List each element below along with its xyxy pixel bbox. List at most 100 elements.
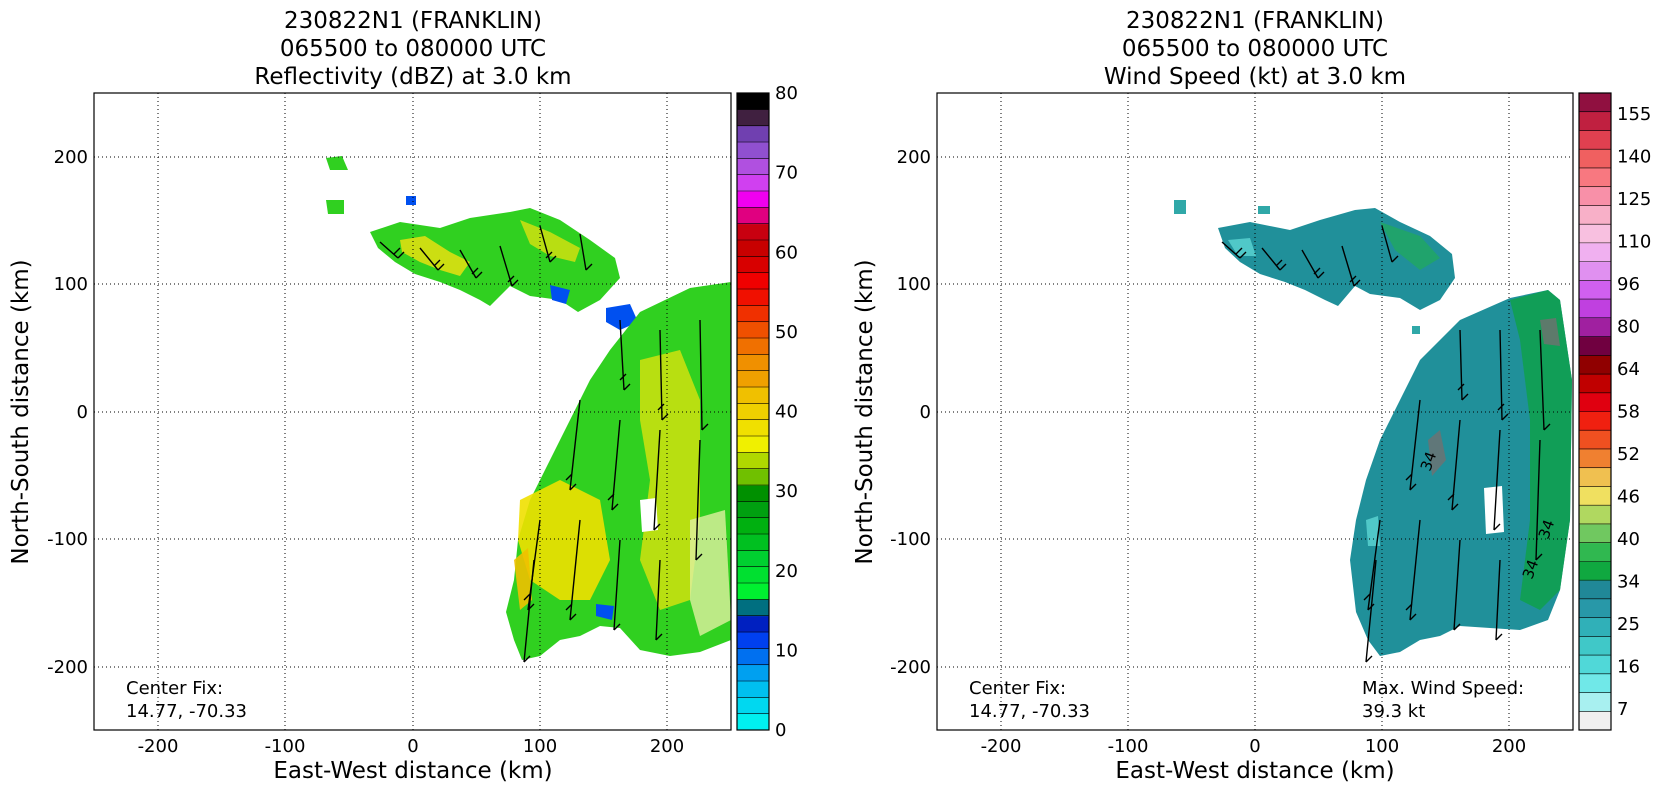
left-wind-barbs <box>379 225 709 663</box>
wind-colorbar-tick-label: 110 <box>1617 232 1651 253</box>
right-xtick-0: -200 <box>981 736 1022 757</box>
wind-colorbar-tick-label: 46 <box>1617 486 1640 507</box>
wind-colorbar-cell <box>1579 448 1611 469</box>
wind-colorbar-tick-label: 25 <box>1617 614 1640 635</box>
reflectivity-colorbar-cell <box>737 615 769 633</box>
reflectivity-colorbar-tick-label: 40 <box>775 402 798 423</box>
refl-light-core <box>690 510 731 636</box>
left-y-ticks: 200 100 0 -100 -200 <box>47 147 88 678</box>
wind-colorbar-tick-label: 58 <box>1617 402 1640 423</box>
wind-colorbar-tick-label: 64 <box>1617 359 1640 380</box>
wind-colorbar-cell <box>1579 711 1611 731</box>
reflectivity-colorbar-tick-label: 10 <box>775 640 798 661</box>
reflectivity-colorbar-cell <box>737 697 769 715</box>
reflectivity-colorbar-cell <box>737 223 769 241</box>
reflectivity-colorbar-cell <box>737 109 769 127</box>
reflectivity-colorbar-cell <box>737 354 769 372</box>
left-xtick-1: -100 <box>265 736 306 757</box>
wind-colorbar-cell <box>1579 111 1611 131</box>
reflectivity-colorbar-cell <box>737 240 769 257</box>
reflectivity-colorbar-cell <box>737 436 769 453</box>
refl-north-band <box>370 208 620 312</box>
wind-colorbar-tick-label: 7 <box>1617 699 1628 720</box>
reflectivity-colorbar-cell <box>737 125 769 143</box>
left-xtick-3: 100 <box>523 736 557 757</box>
wind-colorbar-cell <box>1579 336 1611 356</box>
wind-colorbar-cell <box>1579 580 1611 600</box>
wind-colorbar-cell <box>1579 542 1611 562</box>
refl-blue-3 <box>596 604 614 620</box>
wind-colorbar-tick-label: 125 <box>1617 189 1651 210</box>
left-ytick-4: 200 <box>54 147 88 168</box>
refl-west-edge <box>514 548 532 610</box>
reflectivity-colorbar-cell <box>737 207 769 225</box>
wind-colorbar-cell <box>1579 261 1611 281</box>
left-ytick-3: 100 <box>54 274 88 295</box>
wind-colorbar-cell <box>1579 430 1611 450</box>
wind-field: 34 34 34 <box>1174 200 1572 663</box>
reflectivity-colorbar-tick-label: 30 <box>775 481 798 502</box>
right-center-fix-value: 14.77, -70.33 <box>969 701 1090 722</box>
reflectivity-colorbar-cell <box>737 632 769 649</box>
refl-west-core <box>518 480 610 600</box>
right-axes-frame <box>936 92 1574 731</box>
wind-gray-contour-1 <box>1428 430 1446 476</box>
wind-colorbar-tick-label: 52 <box>1617 444 1640 465</box>
wind-colorbar-cell <box>1579 617 1611 637</box>
reflectivity-colorbar-cell <box>737 501 769 519</box>
reflectivity-colorbar-cell <box>737 305 769 323</box>
right-xtick-3: 100 <box>1365 736 1399 757</box>
reflectivity-colorbar-cell <box>737 338 769 355</box>
reflectivity-colorbar-cell <box>737 664 769 682</box>
left-xtick-4: 200 <box>650 736 684 757</box>
left-xlabel: East-West distance (km) <box>273 758 552 784</box>
reflectivity-colorbar-cell <box>737 713 769 731</box>
wind-colorbar-tick-label: 34 <box>1617 571 1640 592</box>
left-axes-frame <box>93 92 732 731</box>
right-xtick-4: 200 <box>1492 736 1526 757</box>
left-ytick-1: -100 <box>47 529 88 550</box>
max-wind-label: Max. Wind Speed: <box>1362 678 1524 699</box>
refl-north-core-2 <box>520 220 580 262</box>
wind-colorbar-cell <box>1579 242 1611 263</box>
wind-colorbar-cell <box>1579 224 1611 244</box>
wind-colorbar-frame <box>1578 92 1612 731</box>
wind-colorbar-cell <box>1579 186 1611 206</box>
left-center-fix-value: 14.77, -70.33 <box>126 701 247 722</box>
reflectivity-colorbar-tick-label: 70 <box>775 163 798 184</box>
reflectivity-colorbar-cell <box>737 191 769 208</box>
reflectivity-colorbar-cell <box>737 583 769 600</box>
right-x-ticks: -200 -100 0 100 200 <box>981 736 1527 757</box>
wind-colorbar-cell <box>1579 317 1611 338</box>
reflectivity-colorbar-cell <box>737 403 769 421</box>
right-title-line-3: Wind Speed (kt) at 3.0 km <box>1104 64 1406 90</box>
reflectivity-colorbar-cell <box>737 289 769 306</box>
left-x-ticks: -200 -100 0 100 200 <box>138 736 685 757</box>
left-ytick-2: 0 <box>77 402 88 423</box>
refl-clear-gap <box>640 498 658 532</box>
reflectivity-colorbar-cell <box>737 534 769 551</box>
wind-colorbar-cell <box>1579 523 1611 544</box>
reflectivity-colorbar-cell <box>737 387 769 404</box>
refl-cell-b <box>326 200 344 214</box>
reflectivity-colorbar-tick-label: 80 <box>775 83 798 104</box>
reflectivity-colorbar-cell <box>737 468 769 486</box>
contour-label-34-b: 34 <box>1535 517 1558 541</box>
wind-colorbar-tick-label: 80 <box>1617 317 1640 338</box>
right-ytick-0: -200 <box>890 657 931 678</box>
reflectivity-colorbar-tick-label: 0 <box>775 720 786 741</box>
wind-colorbar-cell <box>1579 392 1611 412</box>
wind-colorbar-ticks: 7 16 25 34 40 46 52 58 64 80 96 110 125 140 155 <box>1617 104 1651 720</box>
wind-colorbar-cell <box>1579 467 1611 487</box>
reflectivity-colorbar-cell <box>737 93 769 110</box>
reflectivity-colorbar-ticks: 0 10 20 30 40 50 60 70 80 <box>775 83 798 741</box>
wind-main-body <box>1350 290 1572 656</box>
wind-colorbar-cell <box>1579 411 1611 431</box>
reflectivity-colorbar <box>737 93 769 731</box>
contour-label-34-a: 34 <box>1417 449 1440 473</box>
reflectivity-colorbar-cell <box>737 272 769 290</box>
left-xtick-2: 0 <box>407 736 418 757</box>
reflectivity-colorbar-cell <box>737 419 769 437</box>
reflectivity-field <box>326 156 731 663</box>
left-title-line-1: 230822N1 (FRANKLIN) <box>284 8 542 34</box>
